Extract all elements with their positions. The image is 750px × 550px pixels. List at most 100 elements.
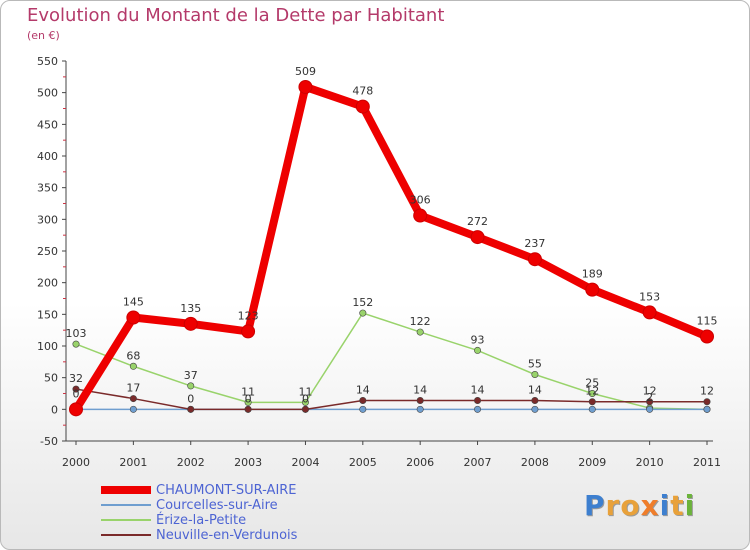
y-tick-label: 150 (37, 308, 58, 321)
data-label: 14 (413, 383, 427, 396)
data-point (474, 405, 482, 413)
data-label: 2 (646, 391, 653, 404)
data-point (244, 405, 252, 413)
data-point (646, 398, 654, 406)
data-label: 509 (295, 65, 316, 78)
data-label: 68 (126, 349, 140, 362)
logo-letter: P (584, 489, 606, 522)
data-point (531, 370, 539, 378)
data-point (531, 405, 539, 413)
data-label: 272 (467, 215, 488, 228)
data-point (359, 309, 367, 317)
data-point (126, 310, 141, 325)
data-point (703, 398, 711, 406)
legend-label-chaumont: CHAUMONT-SUR-AIRE (156, 483, 297, 498)
data-point (187, 405, 195, 413)
x-tick-label: 2010 (636, 456, 664, 469)
series-line (72, 82, 709, 412)
data-label: 32 (69, 372, 83, 385)
y-tick-label: 50 (44, 372, 58, 385)
data-label: 0 (245, 392, 252, 405)
data-label: 93 (471, 333, 485, 346)
x-tick-label: 2009 (578, 456, 606, 469)
proxiti-logo: Proxiti (584, 489, 695, 522)
data-label: 12 (700, 385, 714, 398)
data-point (585, 282, 600, 297)
data-label: 0 (302, 392, 309, 405)
y-tick-label: 550 (37, 55, 58, 68)
data-label: 0 (73, 387, 80, 400)
legend-label-courcelles: Courcelles-sur-Aire (156, 498, 278, 513)
legend-swatch-courcelles (101, 504, 151, 506)
x-tick-label: 2000 (62, 456, 90, 469)
data-label: 12 (643, 385, 657, 398)
x-tick-label: 2008 (521, 456, 549, 469)
data-point (72, 340, 80, 348)
data-label: 37 (184, 369, 198, 382)
data-label: 25 (585, 377, 599, 390)
data-label: 14 (356, 383, 370, 396)
x-tick-label: 2001 (119, 456, 147, 469)
data-point (129, 405, 137, 413)
legend-swatch-neuville (101, 534, 151, 536)
data-label: 11 (241, 385, 255, 398)
data-point (527, 252, 542, 267)
data-point (244, 398, 252, 406)
x-tick-label: 2006 (406, 456, 434, 469)
data-point (416, 405, 424, 413)
data-label: 123 (238, 309, 259, 322)
data-point (129, 395, 137, 403)
y-tick-label: 350 (37, 182, 58, 195)
x-tick-label: 2007 (464, 456, 492, 469)
data-label: 55 (528, 358, 542, 371)
data-point (588, 398, 596, 406)
chart-subtitle: (en €) (27, 29, 60, 42)
data-label: 145 (123, 296, 144, 309)
data-label: 12 (585, 385, 599, 398)
data-point (588, 405, 596, 413)
data-point (588, 389, 596, 397)
legend-label-neuville: Neuville-en-Verdunois (156, 528, 298, 543)
data-label: 14 (471, 383, 485, 396)
data-point (700, 329, 714, 344)
logo-letter: t (670, 489, 685, 522)
data-point (301, 398, 309, 406)
data-point (416, 328, 424, 336)
y-tick-label: 0 (51, 403, 58, 416)
logo-letter: r (605, 489, 621, 522)
x-tick-label: 2011 (693, 456, 721, 469)
x-tick-label: 2002 (177, 456, 205, 469)
data-point (359, 405, 367, 413)
data-point (241, 324, 256, 339)
data-point (183, 316, 198, 331)
data-point (72, 385, 80, 393)
x-tick-label: 2003 (234, 456, 262, 469)
data-label: 103 (66, 327, 87, 340)
data-label: 122 (410, 315, 431, 328)
data-point (359, 396, 367, 404)
data-label: 135 (180, 302, 201, 315)
data-point (531, 396, 539, 404)
y-tick-label: 250 (37, 245, 58, 258)
data-label: 153 (639, 290, 660, 303)
data-label: 0 (187, 392, 194, 405)
data-point (301, 405, 309, 413)
data-label: 11 (298, 385, 312, 398)
data-label: 152 (352, 296, 373, 309)
data-point (474, 346, 482, 354)
data-point (69, 402, 83, 417)
x-tick-label: 2005 (349, 456, 377, 469)
data-point (413, 208, 428, 223)
logo-letter: x (640, 489, 660, 522)
y-tick-label: 200 (37, 277, 58, 290)
data-point (470, 230, 485, 245)
data-point (416, 396, 424, 404)
logo-letter: i (659, 489, 671, 522)
series-line (75, 312, 708, 411)
data-point (646, 405, 654, 413)
y-tick-label: 400 (37, 150, 58, 163)
data-point (187, 382, 195, 390)
data-point (355, 99, 370, 114)
